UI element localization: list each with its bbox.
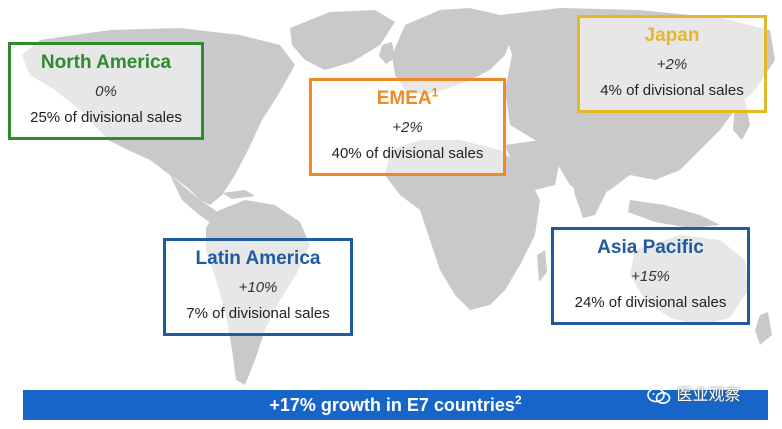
region-title-emea-text: EMEA bbox=[376, 88, 432, 109]
region-title-asia-pacific: Asia Pacific bbox=[597, 237, 704, 258]
region-title-japan: Japan bbox=[644, 25, 700, 46]
region-growth-asia-pacific: +15% bbox=[631, 268, 670, 285]
region-growth-japan: +2% bbox=[656, 56, 688, 73]
watermark-text: 医业观察 bbox=[676, 387, 741, 404]
india-landmass bbox=[570, 165, 610, 218]
watermark: 医业观察 bbox=[646, 382, 771, 410]
growth-banner-text: +17% growth in E7 countries bbox=[269, 395, 515, 415]
region-title-latin-america: Latin America bbox=[195, 248, 321, 269]
region-box-asia-pacific: Asia Pacific +15% 24% of divisional sale… bbox=[551, 227, 750, 325]
region-title-north-america: North America bbox=[40, 52, 172, 73]
region-title-emea-footnote: 1 bbox=[431, 85, 439, 100]
region-box-latin-america: Latin America +10% 7% of divisional sale… bbox=[163, 238, 353, 336]
wechat-icon bbox=[647, 387, 671, 404]
growth-banner: +17% growth in E7 countries2 bbox=[23, 390, 768, 420]
growth-banner-footnote: 2 bbox=[514, 393, 522, 407]
region-share-japan: 4% of divisional sales bbox=[600, 82, 744, 99]
region-share-north-america: 25% of divisional sales bbox=[30, 109, 182, 126]
region-box-north-america: North America 0% 25% of divisional sales bbox=[8, 42, 204, 140]
uk-landmass bbox=[379, 42, 395, 64]
madagascar-landmass bbox=[537, 250, 547, 282]
region-box-japan: Japan +2% 4% of divisional sales bbox=[577, 15, 767, 113]
arabia-landmass bbox=[505, 140, 560, 190]
caribbean-landmass bbox=[222, 190, 255, 199]
region-title-emea: EMEA1 bbox=[312, 87, 503, 111]
region-growth-north-america: 0% bbox=[95, 83, 117, 100]
southeast-asia-landmass bbox=[628, 200, 720, 228]
region-share-latin-america: 7% of divisional sales bbox=[186, 305, 330, 322]
central-america-landmass bbox=[170, 175, 222, 224]
region-share-emea: 40% of divisional sales bbox=[331, 145, 484, 162]
new-zealand-landmass bbox=[755, 312, 772, 345]
africa-landmass bbox=[385, 140, 540, 310]
europe-landmass bbox=[392, 8, 515, 95]
region-growth-latin-america: +10% bbox=[238, 279, 278, 296]
greenland-landmass bbox=[290, 10, 395, 70]
region-box-emea: EMEA1 +2% 40% of divisional sales bbox=[309, 78, 506, 176]
region-share-asia-pacific: 24% of divisional sales bbox=[574, 294, 727, 311]
region-growth-emea: +2% bbox=[392, 119, 423, 136]
